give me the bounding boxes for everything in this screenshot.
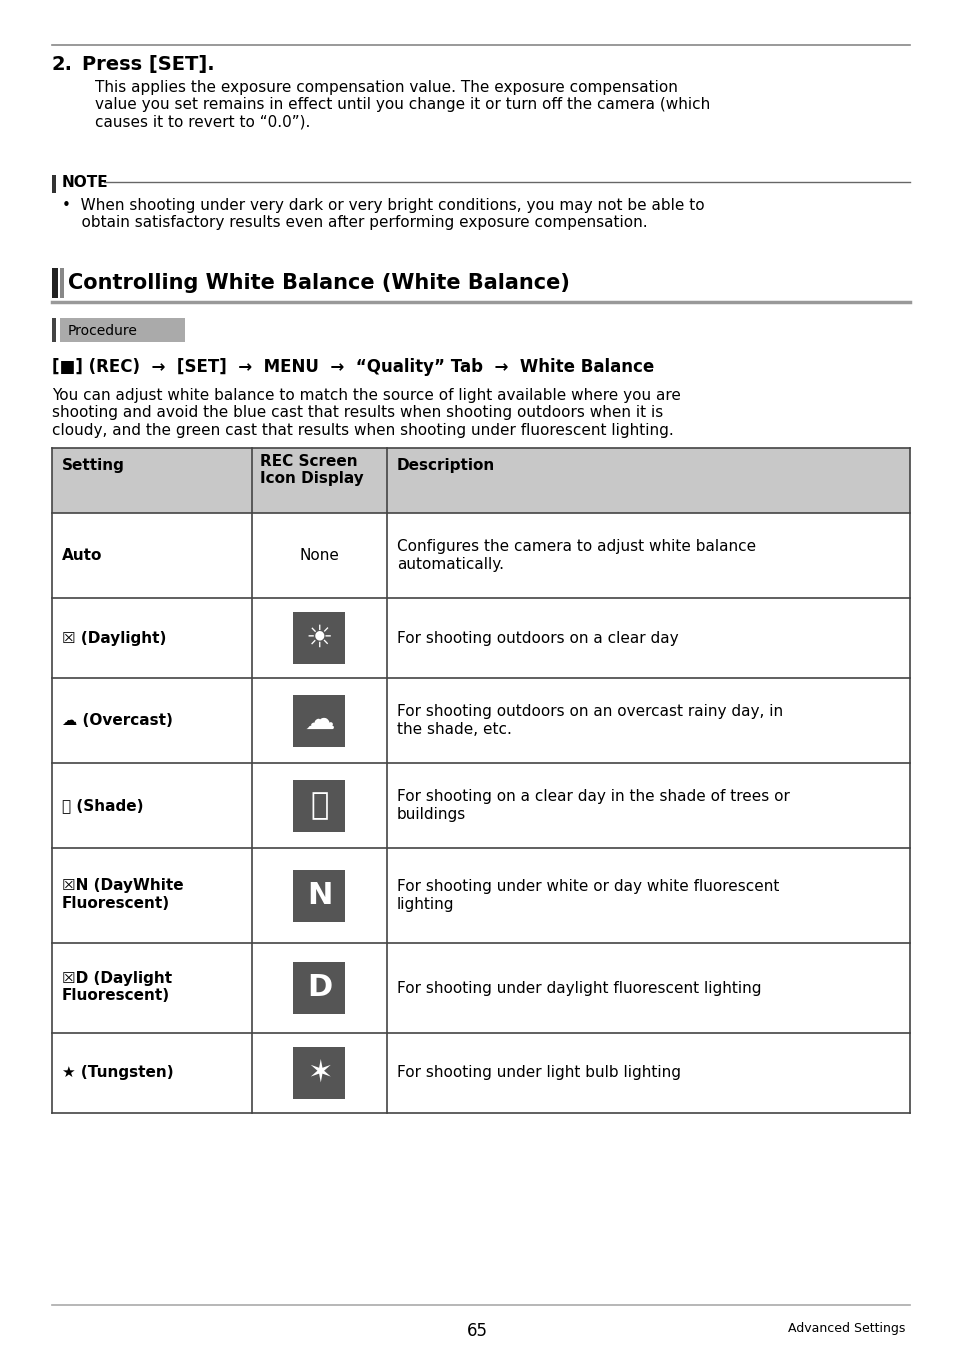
- Text: Setting: Setting: [62, 459, 125, 474]
- Text: For shooting outdoors on an overcast rainy day, in
the shade, etc.: For shooting outdoors on an overcast rai…: [396, 704, 782, 737]
- Text: ☒ (Daylight): ☒ (Daylight): [62, 631, 166, 646]
- Text: 65: 65: [466, 1322, 487, 1339]
- Bar: [294, 870, 345, 921]
- Text: NOTE: NOTE: [62, 175, 109, 190]
- Bar: [294, 695, 345, 746]
- Text: •  When shooting under very dark or very bright conditions, you may not be able : • When shooting under very dark or very …: [62, 198, 704, 231]
- Text: None: None: [299, 548, 339, 563]
- Bar: [52, 267, 58, 299]
- Text: For shooting on a clear day in the shade of trees or
buildings: For shooting on a clear day in the shade…: [396, 790, 789, 822]
- Text: Advanced Settings: Advanced Settings: [787, 1322, 904, 1335]
- Text: Procedure: Procedure: [68, 324, 138, 338]
- Text: For shooting under white or day white fluorescent
lighting: For shooting under white or day white fl…: [396, 879, 779, 912]
- Bar: [60, 318, 185, 342]
- Text: ☒D (Daylight: ☒D (Daylight: [62, 970, 172, 985]
- Bar: [60, 267, 64, 299]
- Text: This applies the exposure compensation value. The exposure compensation
value yo: This applies the exposure compensation v…: [95, 80, 709, 130]
- Bar: [294, 962, 345, 1014]
- Bar: [52, 448, 909, 513]
- Text: Fluorescent): Fluorescent): [62, 896, 170, 911]
- Text: N: N: [307, 881, 332, 911]
- Bar: [294, 1048, 345, 1099]
- Text: Controlling White Balance (White Balance): Controlling White Balance (White Balance…: [68, 273, 569, 293]
- Text: ☒N (DayWhite: ☒N (DayWhite: [62, 878, 183, 893]
- Text: REC Screen
Icon Display: REC Screen Icon Display: [260, 455, 363, 486]
- Text: ★ (Tungsten): ★ (Tungsten): [62, 1065, 173, 1080]
- Text: [■] (REC)  →  [SET]  →  MENU  →  “Quality” Tab  →  White Balance: [■] (REC) → [SET] → MENU → “Quality” Tab…: [52, 358, 654, 376]
- Text: D: D: [307, 973, 332, 1003]
- Text: ⛰ (Shade): ⛰ (Shade): [62, 798, 143, 813]
- Bar: [294, 779, 345, 832]
- Bar: [52, 175, 56, 193]
- Text: Press [SET].: Press [SET].: [82, 56, 214, 75]
- Bar: [294, 612, 345, 664]
- Bar: [52, 318, 56, 342]
- Text: ⛰: ⛰: [310, 791, 328, 820]
- Text: ☁ (Overcast): ☁ (Overcast): [62, 712, 172, 727]
- Text: ☀: ☀: [306, 623, 333, 653]
- Text: Configures the camera to adjust white balance
automatically.: Configures the camera to adjust white ba…: [396, 539, 756, 571]
- Text: Description: Description: [396, 459, 495, 474]
- Text: ✶: ✶: [307, 1058, 332, 1087]
- Text: For shooting under daylight fluorescent lighting: For shooting under daylight fluorescent …: [396, 981, 760, 996]
- Text: For shooting outdoors on a clear day: For shooting outdoors on a clear day: [396, 631, 678, 646]
- Text: Fluorescent): Fluorescent): [62, 988, 170, 1003]
- Text: For shooting under light bulb lighting: For shooting under light bulb lighting: [396, 1065, 680, 1080]
- Text: You can adjust white balance to match the source of light available where you ar: You can adjust white balance to match th…: [52, 388, 680, 438]
- Text: ☁: ☁: [304, 706, 335, 735]
- Text: Auto: Auto: [62, 548, 102, 563]
- Text: 2.: 2.: [52, 56, 73, 75]
